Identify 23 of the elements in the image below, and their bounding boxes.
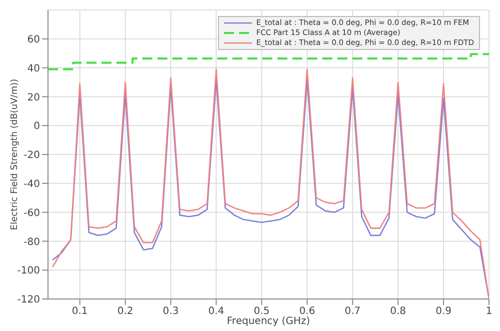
x-tick-label: 0.7 (344, 306, 361, 318)
x-tick-label: 0.8 (390, 306, 406, 318)
y-tick-label: -40 (24, 178, 40, 190)
y-axis-title: Electric Field Strength (dB(uV/m)) (10, 78, 20, 230)
x-tick-label: 1 (486, 306, 492, 318)
y-tick-label: 40 (27, 63, 40, 74)
y-tick-label: 60 (27, 34, 40, 46)
x-axis-title: Frequency (GHz) (226, 316, 310, 327)
y-tick-label: 0 (34, 121, 40, 132)
x-tick-label: 0.5 (254, 306, 270, 318)
x-tick-label: 0.9 (436, 306, 452, 318)
y-tick-label: -80 (24, 236, 40, 248)
y-tick-label: -20 (24, 150, 40, 162)
x-tick-label: 0.2 (117, 306, 134, 318)
y-tick-label: -60 (24, 208, 40, 219)
x-tick-label: 0.3 (162, 306, 179, 318)
line-series (48, 53, 489, 70)
y-tick-label: 20 (27, 92, 40, 104)
x-tick-label: 0.6 (299, 306, 316, 318)
y-tick-label: -100 (17, 266, 40, 277)
y-tick-label: -120 (17, 294, 40, 306)
x-tick-label: 0.1 (72, 306, 88, 318)
x-tick-label: 0.4 (208, 306, 224, 318)
